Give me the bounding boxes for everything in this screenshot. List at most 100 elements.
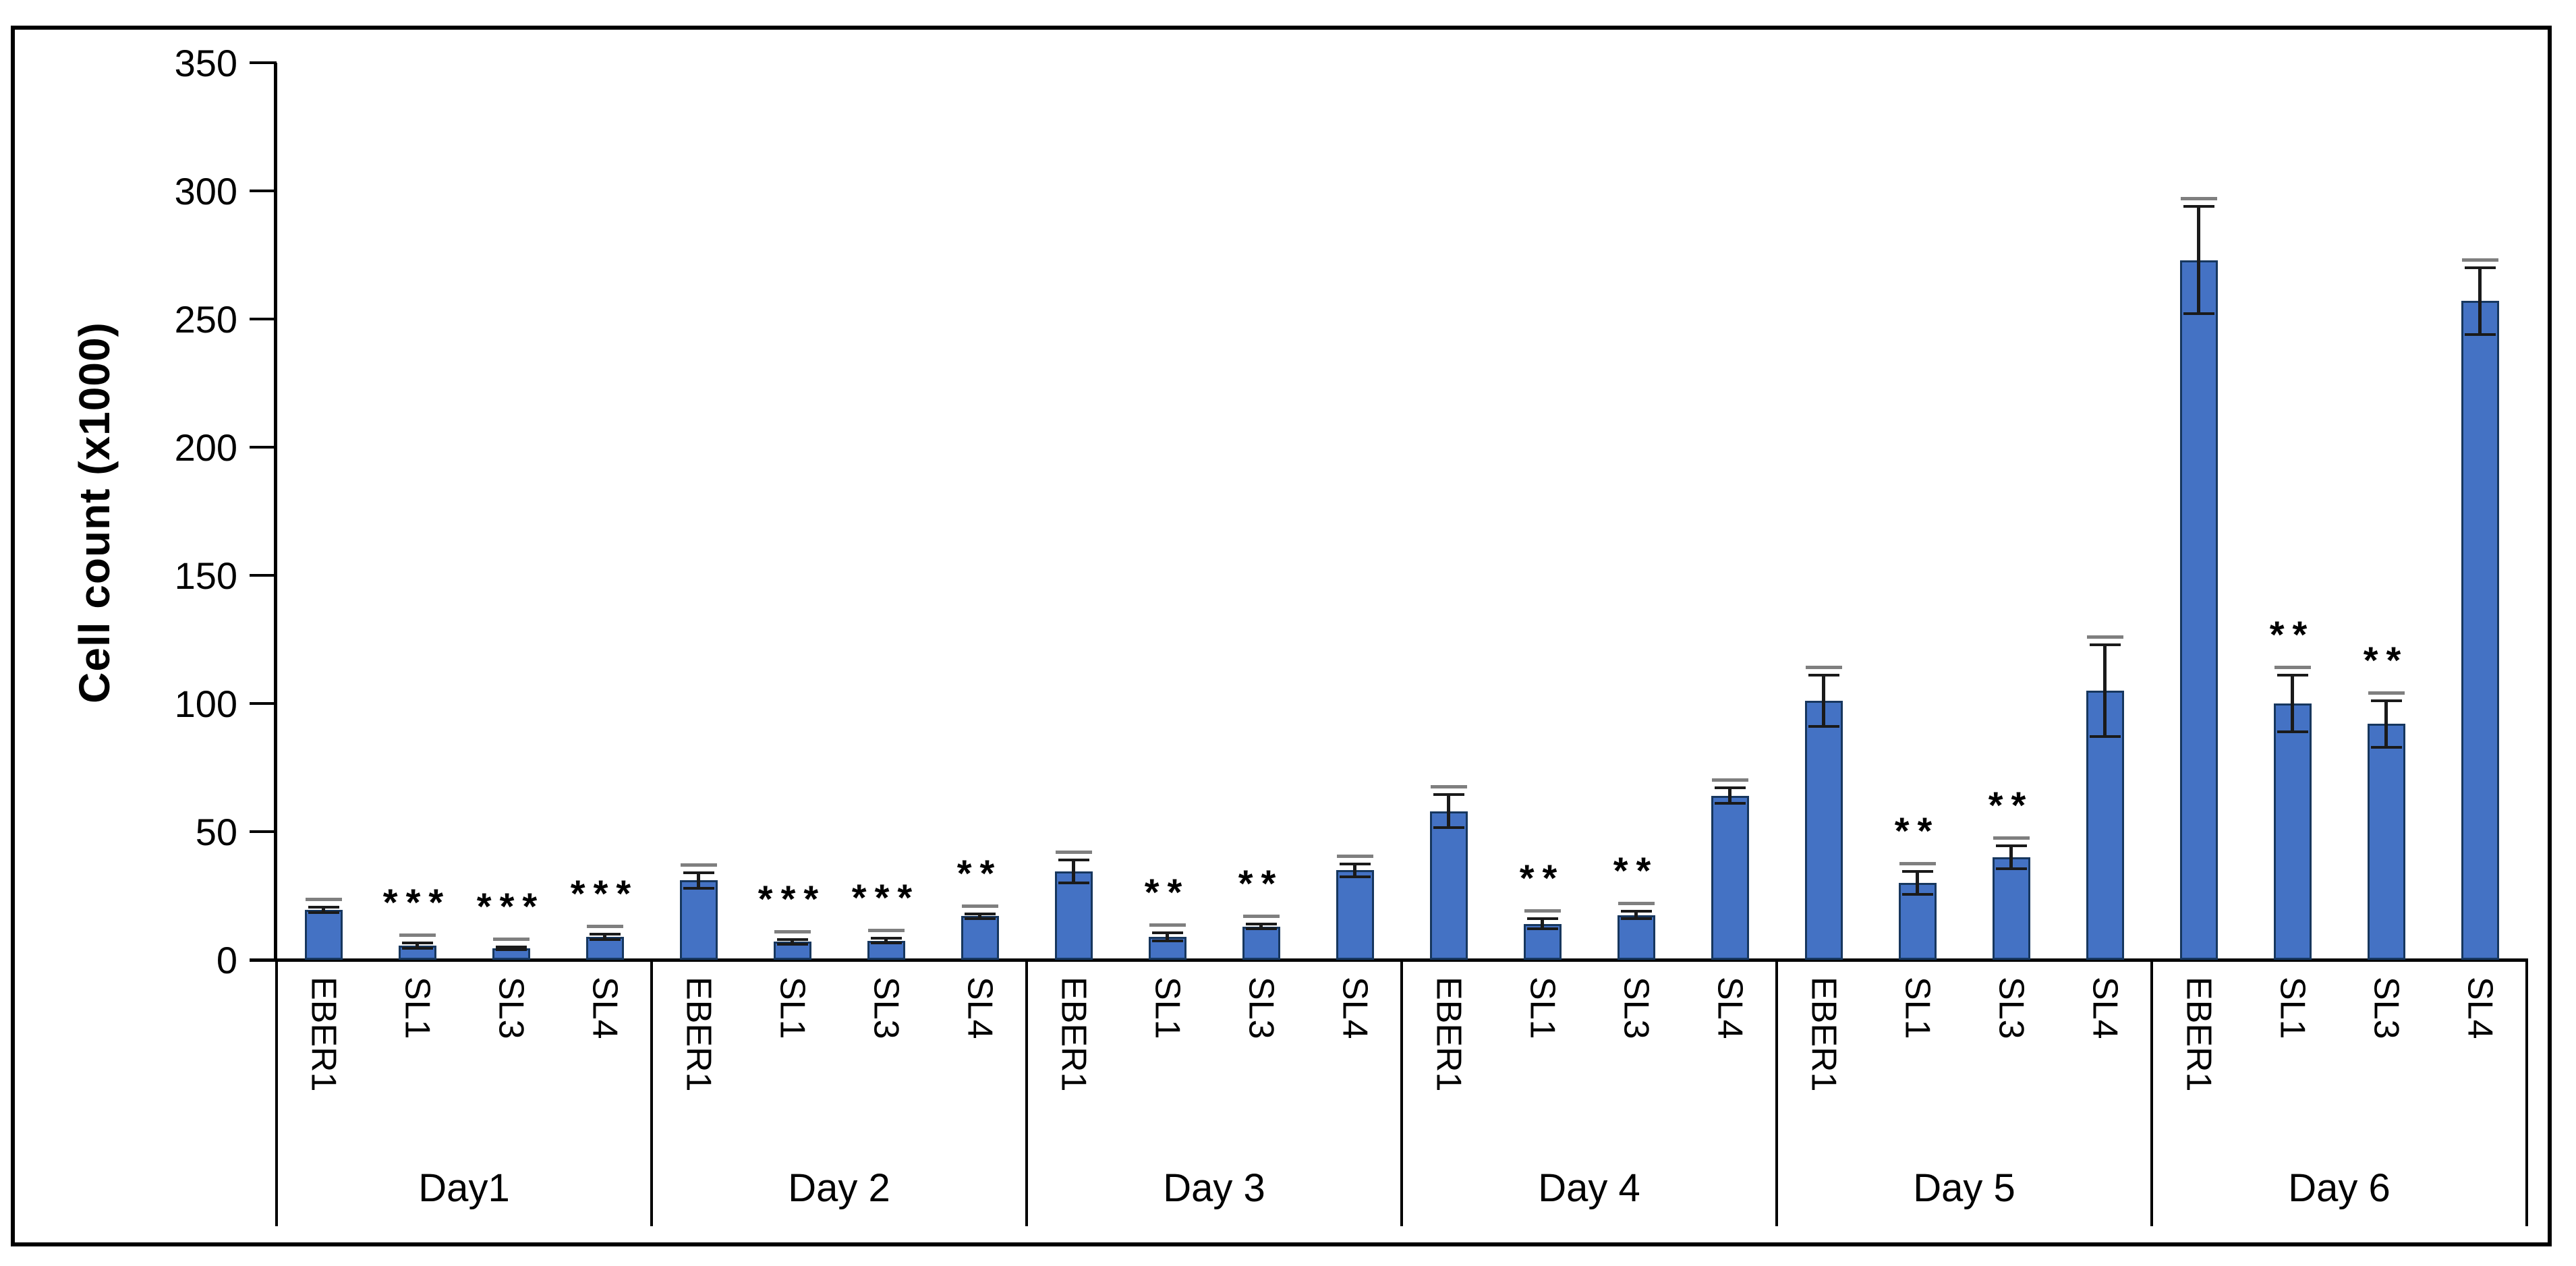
error-bar-cap-gray (1993, 836, 2030, 840)
bar (961, 916, 999, 960)
error-bar-cap-gray (492, 938, 529, 941)
category-group-separator (1025, 960, 1028, 1226)
figure-border (11, 26, 2552, 1246)
error-bar-cap-top (1058, 858, 1089, 861)
error-bar-cap-bottom (1995, 867, 2027, 871)
category-label: SL4 (2085, 977, 2125, 1039)
error-bar-cap-gray (586, 925, 623, 928)
error-bar-cap-top (1901, 869, 1933, 873)
category-label: SL4 (2460, 977, 2500, 1039)
error-bar-cap-top (2464, 266, 2496, 269)
error-bar-cap-bottom (1151, 939, 1183, 942)
group-label: Day 2 (788, 1166, 890, 1210)
error-bar-cap-top (1808, 674, 1839, 677)
error-bar-cap-top (2277, 674, 2308, 677)
error-bar-line (978, 913, 981, 919)
bar (679, 880, 718, 960)
error-bar-line (2478, 268, 2482, 335)
error-bar-cap-bottom (776, 943, 808, 946)
y-tick-mark (250, 61, 277, 64)
error-bar-cap-gray (1618, 901, 1655, 905)
error-bar-cap-gray (1805, 666, 1842, 670)
error-bar-line (1166, 933, 1169, 941)
error-bar-line (1541, 919, 1544, 929)
significance-label: ** (1988, 783, 2034, 826)
error-bar-cap-bottom (589, 938, 621, 941)
bar (1711, 795, 1749, 960)
error-bar-line (1728, 788, 1731, 804)
significance-label: *** (570, 872, 639, 915)
error-bar-cap-bottom (1901, 893, 1933, 896)
y-tick-label: 150 (174, 554, 237, 597)
error-bar-line (2384, 701, 2388, 747)
error-bar-line (2009, 845, 2013, 869)
error-bar-cap-bottom (2277, 730, 2308, 733)
category-group-separator (650, 960, 653, 1226)
error-bar-cap-gray (1336, 854, 1373, 858)
category-label: SL1 (1147, 977, 1187, 1039)
category-label: SL3 (1991, 977, 2031, 1039)
y-tick-label: 250 (174, 298, 237, 341)
bar (2273, 703, 2312, 960)
bar (1429, 811, 1468, 960)
y-tick-label: 0 (216, 939, 237, 981)
error-bar-cap-gray (2180, 196, 2217, 200)
error-bar-cap-bottom (964, 917, 996, 921)
error-bar-line (322, 907, 325, 913)
y-tick-label: 200 (174, 426, 237, 469)
error-bar-cap-bottom (1620, 917, 1652, 921)
error-bar-cap-bottom (1808, 725, 1839, 728)
error-bar-line (2103, 644, 2107, 737)
y-tick-mark (250, 702, 277, 705)
error-bar-line (2197, 206, 2200, 314)
error-bar-cap-gray (2086, 635, 2123, 639)
error-bar-cap-top (1151, 931, 1183, 935)
bar (1242, 926, 1280, 960)
error-bar-cap-top (2370, 699, 2402, 703)
error-bar-cap-gray (1524, 909, 1561, 913)
category-label: SL1 (1522, 977, 1562, 1039)
category-group-separator (2150, 960, 2153, 1226)
y-tick-label: 350 (174, 42, 237, 84)
error-bar-cap-gray (1430, 784, 1467, 788)
category-label: SL1 (772, 977, 812, 1039)
x-axis-line (250, 958, 2528, 962)
error-bar-cap-gray (1242, 914, 1280, 918)
error-bar-cap-bottom (683, 886, 714, 890)
error-bar-line (1259, 923, 1263, 929)
error-bar-cap-top (683, 871, 714, 874)
category-label: EBER1 (679, 977, 718, 1092)
error-bar-line (884, 938, 888, 944)
error-bar-line (2291, 675, 2294, 732)
category-group-separator (275, 960, 278, 1226)
error-bar-cap-bottom (1339, 875, 1371, 878)
error-bar-line (603, 934, 606, 940)
error-bar-cap-top (1433, 793, 1464, 796)
y-tick-mark (250, 446, 277, 449)
significance-label: ** (1894, 809, 1941, 852)
error-bar-cap-bottom (1058, 882, 1089, 884)
error-bar-cap-gray (1899, 861, 1936, 865)
error-bar-cap-gray (774, 929, 811, 933)
bar (304, 909, 343, 960)
category-label: EBER1 (1054, 977, 1093, 1092)
error-bar-cap-gray (1055, 850, 1092, 854)
error-bar-cap-gray (2368, 691, 2405, 695)
error-bar-cap-gray (961, 904, 998, 908)
bar (1336, 870, 1374, 960)
error-bar-cap-top (1620, 909, 1652, 913)
error-bar-line (1447, 794, 1450, 828)
category-group-separator (2525, 960, 2528, 1226)
category-label: EBER1 (2179, 977, 2219, 1092)
error-bar-line (1916, 871, 1919, 895)
error-bar-cap-top (1995, 844, 2027, 847)
error-bar-cap-bottom (401, 946, 433, 950)
bar (2179, 260, 2218, 960)
error-bar-cap-top (495, 946, 527, 948)
error-bar-cap-bottom (1714, 802, 1746, 805)
group-label: Day 3 (1163, 1166, 1265, 1210)
error-bar-line (791, 939, 794, 945)
category-group-separator (1400, 960, 1403, 1226)
bar (1054, 871, 1093, 960)
